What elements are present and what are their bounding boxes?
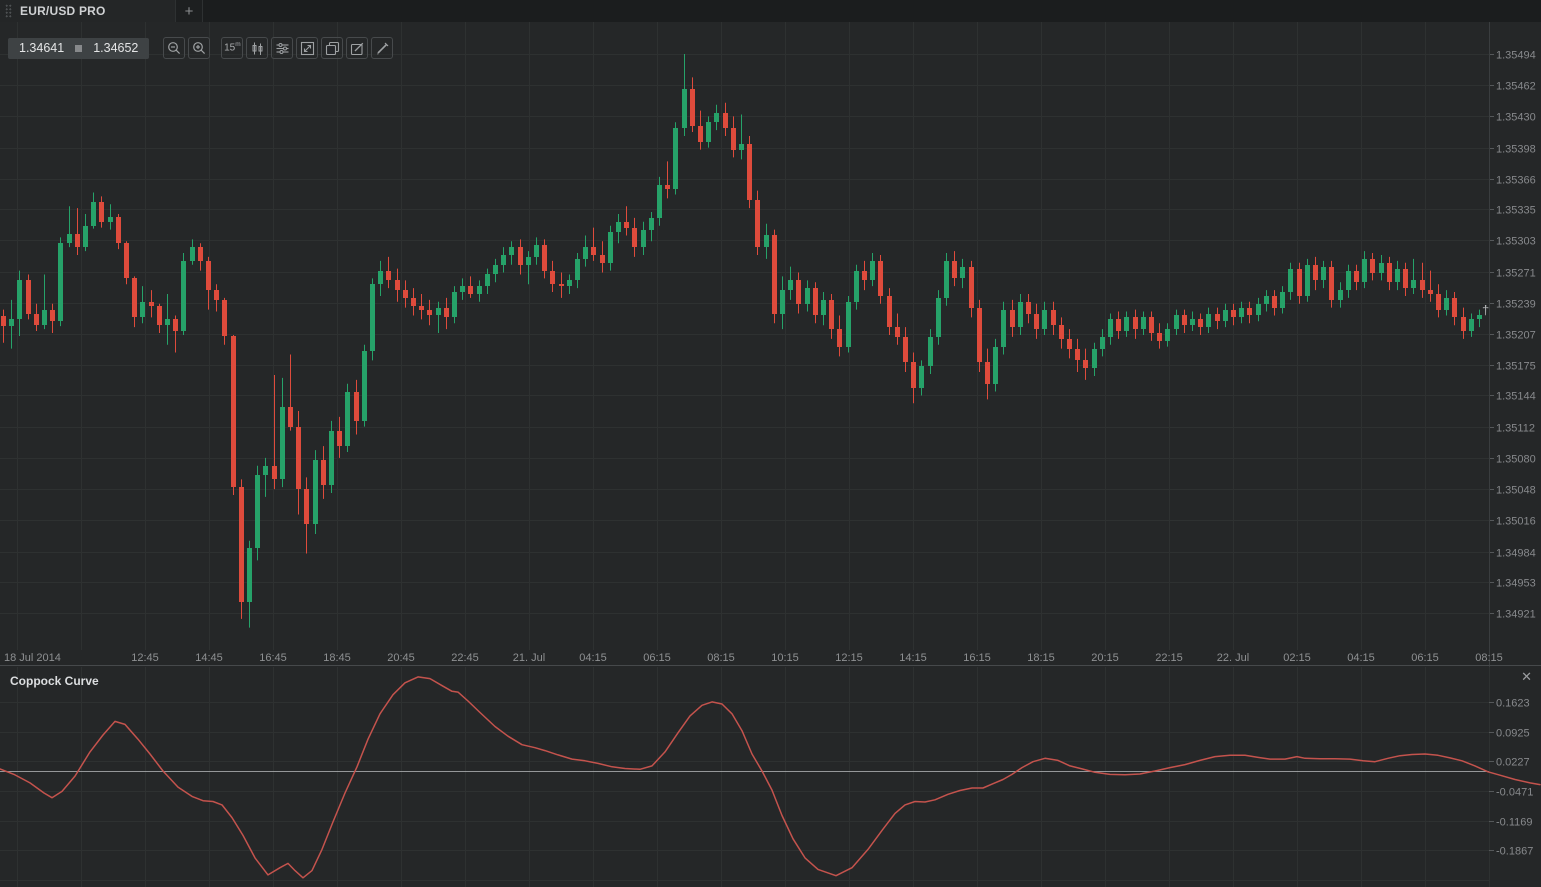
svg-text:1.35303: 1.35303	[1496, 236, 1536, 248]
chart-type-button[interactable]	[246, 37, 269, 59]
svg-text:1.35335: 1.35335	[1496, 205, 1536, 217]
indicators-sliders-icon	[276, 42, 289, 54]
svg-text:1.35144: 1.35144	[1496, 391, 1536, 403]
time-axis-label: 04:15	[579, 652, 607, 664]
time-axis-label: 14:45	[195, 652, 223, 664]
svg-text:1.35175: 1.35175	[1496, 361, 1536, 373]
time-axis-label: 18:15	[1027, 652, 1055, 664]
svg-text:0.0925: 0.0925	[1496, 728, 1530, 740]
zoom-out-button[interactable]	[163, 37, 186, 59]
indicator-panel: 0.1623 0.0925 0.0227 -0.0471 -0.1169 -0.1867 …	[0, 665, 1541, 887]
time-axis-label: 14:15	[899, 652, 927, 664]
svg-text:1.35398: 1.35398	[1496, 144, 1536, 156]
pencil-icon	[376, 42, 389, 54]
time-axis-label: 22:45	[451, 652, 479, 664]
svg-text:-0.1169: -0.1169	[1496, 817, 1533, 829]
svg-text:1.35462: 1.35462	[1496, 81, 1536, 93]
svg-text:1.35271: 1.35271	[1496, 268, 1536, 280]
time-axis-label: 08:15	[1475, 652, 1503, 664]
main-chart-canvas[interactable]: 1.35494 1.35462 1.35430 1.35398 1.35366 1.353…	[0, 22, 1541, 650]
time-axis-label: 08:15	[707, 652, 735, 664]
time-axis-label: 06:15	[1411, 652, 1439, 664]
timeframe-button[interactable]: 15m	[221, 37, 244, 59]
ask-price[interactable]: 1.34652	[93, 41, 139, 55]
time-axis-label: 06:15	[643, 652, 671, 664]
svg-text:-0.0471: -0.0471	[1496, 787, 1533, 799]
time-axis-label: 16:45	[259, 652, 287, 664]
svg-text:1.35048: 1.35048	[1496, 485, 1536, 497]
time-axis[interactable]: 18 Jul 2014 12:45 14:45 16:45 18:45 20:45 22:4…	[0, 650, 1541, 665]
chart-tab-bar: EUR/USD PRO +	[0, 0, 1541, 22]
time-axis-start-label: 18 Jul 2014	[4, 652, 61, 664]
close-indicator-icon[interactable]: ✕	[1521, 669, 1532, 684]
indicator-canvas[interactable]: 0.1623 0.0925 0.0227 -0.0471 -0.1169 -0.1867	[0, 667, 1541, 887]
time-axis-label: 20:45	[387, 652, 415, 664]
svg-text:1.35430: 1.35430	[1496, 112, 1536, 124]
duplicate-icon	[325, 41, 339, 55]
time-axis-label: 22. Jul	[1216, 652, 1250, 664]
zoom-in-button[interactable]	[188, 37, 211, 59]
fit-zoom-icon	[300, 41, 314, 55]
svg-text:1.35366: 1.35366	[1496, 175, 1536, 187]
indicator-title: Coppock Curve	[10, 674, 99, 688]
svg-text:1.34953: 1.34953	[1496, 578, 1536, 590]
time-axis-label: 10:15	[771, 652, 799, 664]
bid-price[interactable]: 1.34641	[19, 41, 65, 55]
fit-chart-button[interactable]	[296, 37, 319, 59]
tab-bar-empty-space	[203, 0, 1541, 22]
zoom-out-icon	[167, 41, 180, 54]
time-axis-label: 02:15	[1283, 652, 1311, 664]
candlestick-icon	[252, 42, 263, 55]
timeframe-label: 15m	[224, 41, 241, 54]
svg-text:1.35494: 1.35494	[1496, 50, 1536, 62]
draw-button[interactable]	[371, 37, 394, 59]
edit-icon	[350, 42, 364, 55]
time-axis-label: 12:45	[131, 652, 159, 664]
svg-text:1.35080: 1.35080	[1496, 454, 1536, 466]
svg-text:1.35239: 1.35239	[1496, 299, 1536, 311]
svg-text:0.0227: 0.0227	[1496, 757, 1530, 769]
svg-text:1.35016: 1.35016	[1496, 516, 1536, 528]
svg-text:1.35207: 1.35207	[1496, 330, 1536, 342]
tab-eurusd-pro[interactable]: EUR/USD PRO	[0, 0, 176, 22]
edit-chart-button[interactable]	[346, 37, 369, 59]
quote-panel[interactable]: 1.34641 1.34652	[8, 37, 150, 59]
new-tab-button[interactable]: +	[176, 0, 203, 22]
svg-text:†: †	[1482, 303, 1489, 318]
zoom-in-icon	[192, 41, 205, 54]
time-axis-label: 04:15	[1347, 652, 1375, 664]
svg-text:1.35112: 1.35112	[1496, 423, 1535, 435]
time-axis-label: 16:15	[963, 652, 991, 664]
time-axis-label: 21. Jul	[512, 652, 546, 664]
spread-square-icon	[75, 44, 83, 52]
svg-text:-0.1867: -0.1867	[1496, 846, 1533, 858]
time-axis-label: 18:45	[323, 652, 351, 664]
price-axis-border	[1489, 22, 1490, 887]
indicators-button[interactable]	[271, 37, 294, 59]
svg-text:1.34921: 1.34921	[1496, 609, 1536, 621]
tab-label: EUR/USD PRO	[20, 4, 106, 18]
duplicate-chart-button[interactable]	[321, 37, 344, 59]
time-axis-label: 12:15	[835, 652, 863, 664]
chart-toolbar: 1.34641 1.34652 15m	[8, 37, 396, 59]
svg-text:1.34984: 1.34984	[1496, 548, 1536, 560]
time-axis-label: 20:15	[1091, 652, 1119, 664]
drag-grip-icon	[5, 4, 12, 18]
svg-text:0.1623: 0.1623	[1496, 698, 1530, 710]
time-axis-label: 22:15	[1155, 652, 1183, 664]
